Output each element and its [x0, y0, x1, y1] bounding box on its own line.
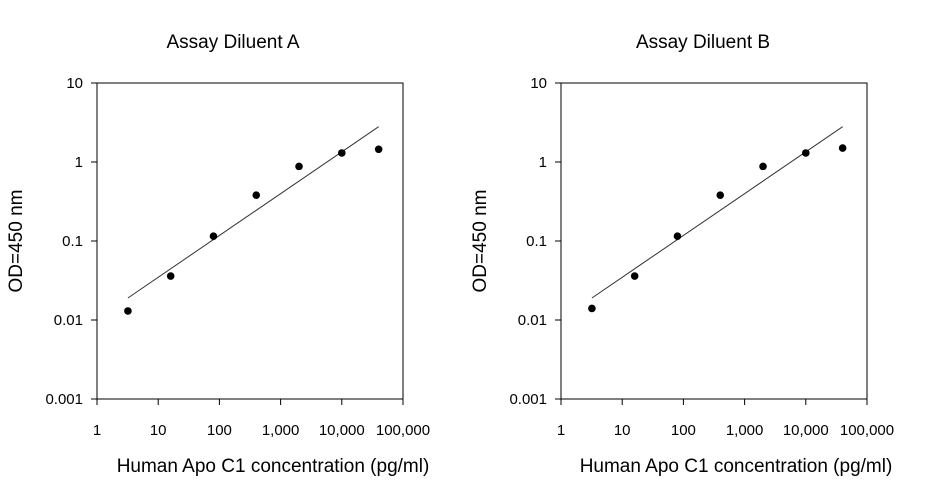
fit-line — [591, 126, 843, 299]
data-point — [588, 304, 596, 313]
y-tick-label: 1 — [75, 154, 83, 171]
x-axis-label: Human Apo C1 concentration (pg/ml) — [117, 456, 430, 477]
y-tick-label: 0.01 — [54, 312, 83, 329]
plot-frame — [560, 82, 868, 400]
x-tick-label: 10 — [150, 422, 167, 439]
chart-panel-b: Assay Diluent B Human Apo C1 concentrati… — [470, 32, 894, 477]
x-tick-label: 100,000 — [376, 422, 430, 439]
plot-frame — [96, 82, 404, 400]
x-tick-label: 10 — [614, 422, 631, 439]
x-tick-label: 1 — [93, 422, 101, 439]
x-tick-label: 10,000 — [783, 422, 829, 439]
data-point — [673, 232, 682, 241]
x-tick-label: 100,000 — [840, 422, 894, 439]
x-axis-label: Human Apo C1 concentration (pg/ml) — [580, 456, 893, 477]
y-tick-label: 0.01 — [518, 312, 547, 329]
chart-title: Assay Diluent B — [636, 32, 770, 53]
data-point — [759, 162, 767, 171]
data-point — [716, 191, 725, 199]
x-tick-label: 10,000 — [319, 422, 365, 439]
y-tick-label: 0.001 — [509, 391, 547, 408]
x-tick-label: 100 — [207, 422, 232, 439]
data-point — [166, 272, 175, 280]
y-tick-label: 10 — [530, 75, 547, 92]
x-tick-label: 100 — [671, 422, 696, 439]
x-tick-label: 1,000 — [726, 422, 764, 439]
data-point — [124, 307, 132, 315]
data-point — [802, 149, 810, 157]
y-tick-label: 1 — [539, 154, 547, 171]
y-tick-label: 0.001 — [45, 391, 83, 408]
chart-title: Assay Diluent A — [166, 32, 299, 53]
y-axis-label: OD=450 nm — [470, 190, 491, 293]
data-point — [838, 144, 847, 152]
data-point — [295, 162, 303, 171]
data-point — [374, 145, 383, 154]
y-axis-label: OD=450 nm — [6, 190, 27, 293]
x-tick-label: 1 — [557, 422, 565, 439]
data-point — [252, 191, 261, 199]
data-point — [338, 149, 346, 157]
data-point — [630, 272, 639, 280]
y-tick-label: 10 — [66, 75, 83, 92]
data-point — [209, 232, 218, 241]
y-tick-label: 0.1 — [526, 233, 547, 250]
y-tick-label: 0.1 — [62, 233, 83, 250]
fit-line — [127, 126, 379, 299]
x-tick-label: 1,000 — [262, 422, 300, 439]
chart-panel-a: Assay Diluent A Human Apo C1 concentrati… — [6, 32, 430, 477]
